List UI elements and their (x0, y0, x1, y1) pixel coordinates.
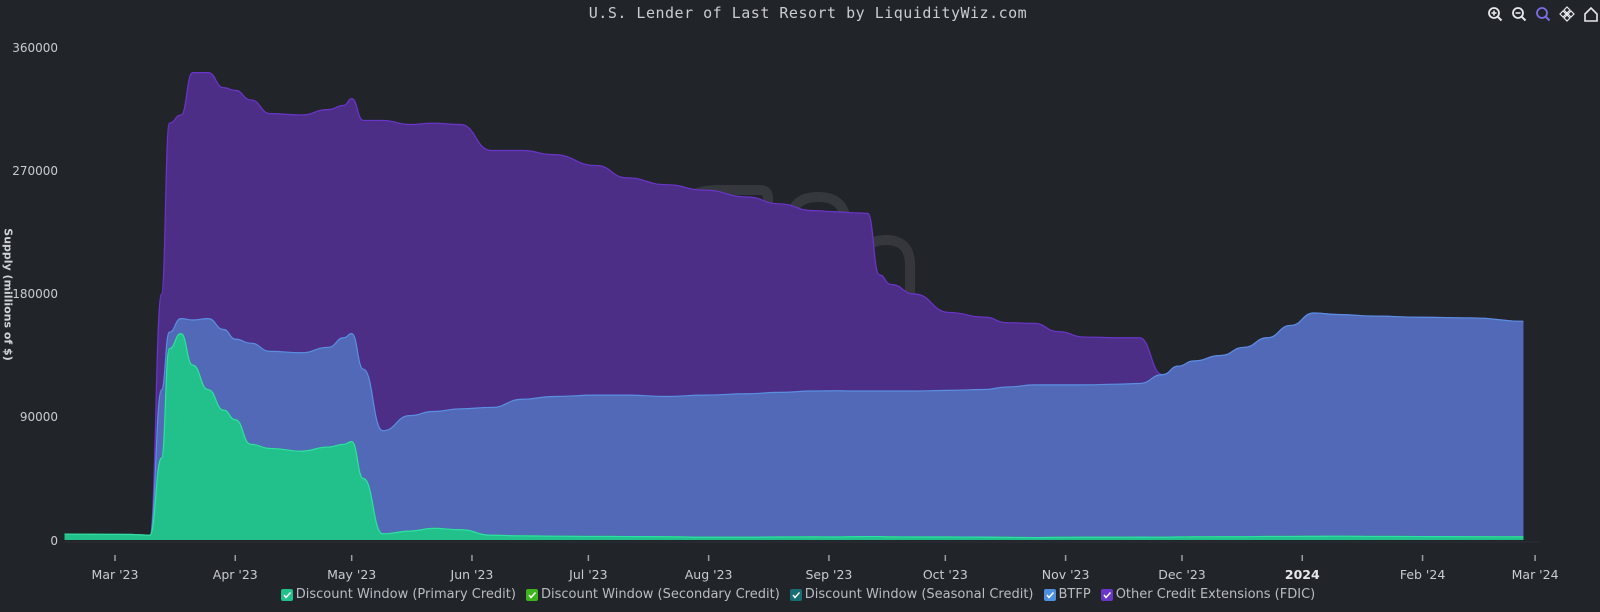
legend-item-fdic[interactable]: Other Credit Extensions (FDIC) (1100, 587, 1316, 602)
x-tick-label: Sep '23 (805, 567, 853, 582)
x-tick-label: May '23 (327, 567, 377, 582)
y-tick-label: 90000 (19, 410, 58, 424)
checkbox-checked-icon[interactable] (789, 588, 802, 601)
x-tick-label: Feb '24 (1399, 567, 1446, 582)
pan-button[interactable] (1558, 5, 1576, 23)
chart-legend: Discount Window (Primary Credit) Discoun… (0, 587, 1596, 602)
x-tick-label: Aug '23 (684, 567, 733, 582)
legend-item-btfp[interactable]: BTFP (1043, 587, 1091, 602)
chart-toolbar (1486, 5, 1600, 23)
home-icon (1584, 6, 1598, 22)
area-series-line (64, 312, 1524, 536)
reset-home-button[interactable] (1582, 5, 1600, 23)
y-tick-label: 360000 (12, 41, 58, 55)
x-tick-label: Nov '23 (1041, 567, 1090, 582)
y-tick-label: 0 (50, 534, 58, 548)
legend-label: BTFP (1058, 587, 1091, 602)
zoom-select-button[interactable] (1534, 5, 1552, 23)
zoom-in-icon (1488, 7, 1503, 22)
legend-label: Discount Window (Primary Credit) (295, 587, 516, 602)
zoom-in-button[interactable] (1486, 5, 1504, 23)
pan-icon (1559, 6, 1575, 22)
x-tick-label: Mar '23 (91, 567, 139, 582)
chart-title: U.S. Lender of Last Resort by LiquidityW… (588, 4, 1028, 22)
area-series-0[interactable] (64, 333, 1524, 540)
zoom-out-icon (1512, 7, 1527, 22)
y-tick-label: 180000 (12, 287, 58, 301)
x-tick-label: 2024 (1284, 567, 1320, 582)
legend-label: Other Credit Extensions (FDIC) (1115, 587, 1316, 602)
x-tick-label: Oct '23 (922, 567, 968, 582)
x-tick-label: Apr '23 (212, 567, 258, 582)
legend-label: Discount Window (Seasonal Credit) (804, 587, 1034, 602)
checkbox-checked-icon[interactable] (280, 588, 293, 601)
zoom-out-button[interactable] (1510, 5, 1528, 23)
checkbox-checked-icon[interactable] (1043, 588, 1056, 601)
x-tick-label: Mar '24 (1511, 567, 1559, 582)
x-tick-label: Dec '23 (1158, 567, 1206, 582)
checkbox-checked-icon[interactable] (525, 588, 538, 601)
y-tick-label: 270000 (12, 164, 58, 178)
x-tick-label: Jun '23 (450, 567, 494, 582)
x-tick-label: Jul '23 (569, 567, 608, 582)
zoom-select-icon (1536, 7, 1551, 22)
checkbox-checked-icon[interactable] (1100, 588, 1113, 601)
area-series-3[interactable] (64, 312, 1524, 540)
legend-item-primary-credit[interactable]: Discount Window (Primary Credit) (280, 587, 516, 602)
legend-item-seasonal-credit[interactable]: Discount Window (Seasonal Credit) (789, 587, 1034, 602)
legend-item-secondary-credit[interactable]: Discount Window (Secondary Credit) (525, 587, 780, 602)
legend-label: Discount Window (Secondary Credit) (540, 587, 780, 602)
area-series-line (64, 333, 1524, 539)
